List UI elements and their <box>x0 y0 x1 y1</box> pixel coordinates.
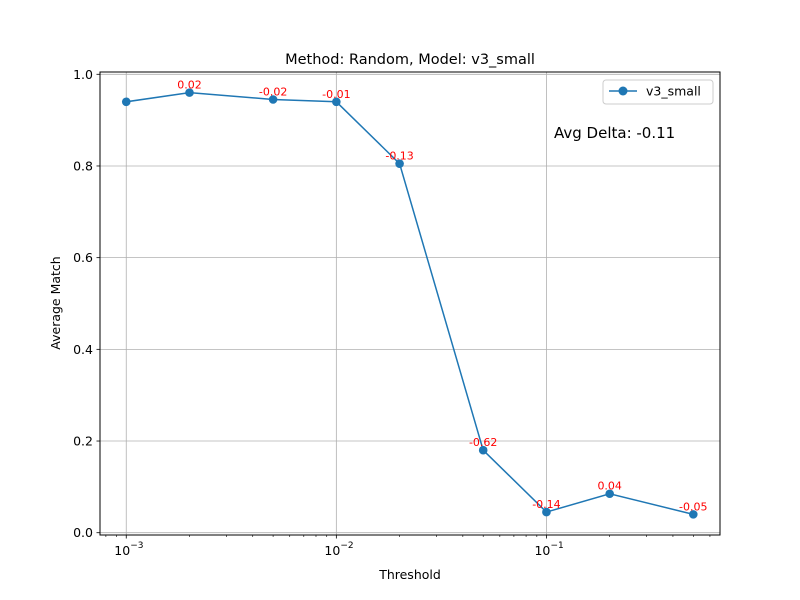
data-series <box>121 88 698 519</box>
data-label: -0.05 <box>679 500 707 513</box>
y-tick-label: 0.8 <box>73 158 93 173</box>
data-point <box>478 445 488 455</box>
x-tick-label-exponent: −1 <box>550 541 563 551</box>
y-tick-label: 1.0 <box>73 67 93 82</box>
data-point <box>395 159 404 168</box>
x-tick-label-exponent: −2 <box>340 541 353 551</box>
legend-label: v3_small <box>646 84 701 99</box>
chart-title: Method: Random, Model: v3_small <box>285 52 535 68</box>
data-point <box>542 507 551 517</box>
legend-box <box>602 79 714 105</box>
x-tick-label: 10 <box>534 543 550 558</box>
data-label: -0.01 <box>322 88 350 101</box>
data-label: 0.04 <box>597 480 622 493</box>
avg-delta-annotation: Avg Delta: -0.11 <box>554 124 675 142</box>
y-tick-label: 0.0 <box>73 525 93 540</box>
axis-ticks: 0.00.20.40.60.81.010 −3 10 −2 10 −1 <box>73 67 711 558</box>
data-point <box>332 97 341 107</box>
x-tick-label: 10 <box>114 543 130 558</box>
data-point <box>688 510 698 519</box>
data-label: -0.02 <box>259 86 287 99</box>
data-point <box>185 88 194 97</box>
data-label: -0.14 <box>532 498 560 511</box>
grid <box>100 72 720 535</box>
data-point <box>121 97 131 107</box>
data-label: -0.62 <box>469 436 497 449</box>
x-tick-label-exponent: −3 <box>130 541 143 551</box>
legend: v3_small <box>602 79 714 105</box>
data-point <box>268 95 278 104</box>
x-tick-label: 10 <box>324 543 340 558</box>
y-tick-label: 0.4 <box>73 342 93 357</box>
data-label: 0.02 <box>177 79 202 92</box>
x-axis-label: Threshold <box>378 567 441 582</box>
y-tick-label: 0.2 <box>73 434 93 449</box>
y-axis-label: Average Match <box>48 256 63 349</box>
plot-frame <box>99 71 721 536</box>
legend-point-marker <box>618 86 628 96</box>
y-tick-label: 0.6 <box>73 250 93 265</box>
data-label: -0.13 <box>385 150 413 163</box>
data-point <box>605 489 614 499</box>
data-labels: 0.02 -0.02 -0.01 -0.13 -0.62 -0.14 0.04 -0.05 <box>177 79 707 514</box>
